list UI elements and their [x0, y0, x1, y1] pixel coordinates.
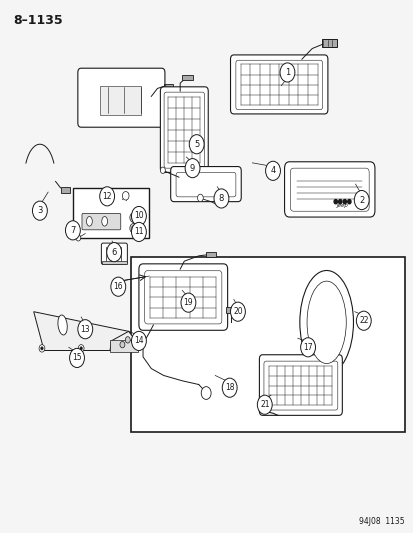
- Text: 12: 12: [102, 192, 112, 201]
- Circle shape: [347, 199, 350, 204]
- Circle shape: [131, 225, 135, 231]
- FancyBboxPatch shape: [263, 361, 337, 410]
- Bar: [321, 39, 337, 47]
- Text: 2: 2: [358, 196, 363, 205]
- Bar: [182, 75, 192, 80]
- Circle shape: [342, 199, 346, 204]
- Text: 18: 18: [224, 383, 234, 392]
- FancyBboxPatch shape: [164, 92, 204, 168]
- FancyBboxPatch shape: [290, 168, 368, 211]
- Bar: [100, 86, 141, 115]
- Text: Jeep: Jeep: [336, 203, 348, 208]
- Circle shape: [230, 302, 245, 321]
- Circle shape: [197, 194, 203, 201]
- FancyBboxPatch shape: [235, 60, 322, 110]
- Circle shape: [131, 222, 146, 241]
- FancyBboxPatch shape: [101, 243, 127, 264]
- Circle shape: [111, 277, 126, 296]
- Bar: [206, 252, 216, 257]
- Bar: [73, 188, 149, 238]
- Circle shape: [180, 293, 195, 312]
- Text: 9: 9: [190, 164, 195, 173]
- Bar: [60, 187, 69, 193]
- Bar: [131, 257, 404, 432]
- Bar: [163, 84, 172, 89]
- FancyBboxPatch shape: [170, 166, 241, 201]
- Text: 10: 10: [134, 212, 143, 221]
- Circle shape: [185, 159, 199, 177]
- Text: 5: 5: [194, 140, 199, 149]
- FancyBboxPatch shape: [230, 55, 327, 114]
- Circle shape: [356, 311, 370, 330]
- Text: 21: 21: [259, 400, 269, 409]
- Circle shape: [130, 213, 137, 222]
- Circle shape: [32, 201, 47, 220]
- Bar: [109, 340, 138, 352]
- FancyBboxPatch shape: [176, 172, 235, 197]
- Circle shape: [125, 337, 130, 343]
- FancyBboxPatch shape: [160, 87, 208, 172]
- FancyBboxPatch shape: [145, 271, 221, 324]
- Circle shape: [222, 378, 237, 397]
- Circle shape: [131, 215, 135, 220]
- Circle shape: [39, 345, 45, 352]
- Circle shape: [333, 199, 337, 204]
- Polygon shape: [33, 312, 137, 351]
- Circle shape: [107, 243, 121, 262]
- Text: 7: 7: [70, 226, 76, 235]
- Circle shape: [201, 386, 211, 399]
- Circle shape: [131, 206, 146, 225]
- Text: 4: 4: [270, 166, 275, 175]
- Circle shape: [354, 190, 368, 209]
- Text: 8: 8: [218, 194, 223, 203]
- Text: 11: 11: [134, 228, 143, 237]
- Circle shape: [120, 342, 125, 348]
- Ellipse shape: [58, 315, 67, 335]
- Text: 19: 19: [183, 298, 193, 307]
- Text: 15: 15: [72, 353, 82, 362]
- Circle shape: [338, 199, 341, 204]
- FancyBboxPatch shape: [78, 68, 164, 127]
- Circle shape: [279, 63, 294, 82]
- Circle shape: [265, 161, 280, 180]
- Circle shape: [160, 167, 165, 173]
- Text: 13: 13: [80, 325, 90, 334]
- Text: 8–1135: 8–1135: [13, 14, 62, 27]
- Circle shape: [65, 221, 80, 240]
- Text: 94J08  1135: 94J08 1135: [358, 517, 404, 526]
- Ellipse shape: [86, 216, 92, 226]
- FancyBboxPatch shape: [139, 264, 227, 330]
- Text: 16: 16: [113, 282, 123, 291]
- Text: 20: 20: [233, 307, 242, 316]
- Circle shape: [122, 191, 129, 200]
- Text: 6: 6: [111, 248, 116, 257]
- Circle shape: [76, 235, 81, 241]
- FancyBboxPatch shape: [284, 162, 374, 217]
- Bar: [225, 308, 235, 313]
- Circle shape: [300, 338, 315, 357]
- Ellipse shape: [102, 216, 107, 226]
- Text: 17: 17: [303, 343, 312, 352]
- Bar: [102, 261, 127, 264]
- Circle shape: [80, 347, 82, 350]
- Circle shape: [131, 332, 146, 351]
- Text: 3: 3: [37, 206, 43, 215]
- Circle shape: [214, 189, 228, 208]
- Circle shape: [78, 345, 84, 352]
- Circle shape: [189, 135, 204, 154]
- Circle shape: [69, 349, 84, 368]
- Circle shape: [78, 320, 93, 339]
- Circle shape: [40, 347, 43, 350]
- FancyBboxPatch shape: [82, 213, 121, 230]
- Ellipse shape: [306, 281, 345, 364]
- Ellipse shape: [299, 270, 353, 374]
- Circle shape: [257, 395, 271, 414]
- Text: 14: 14: [134, 336, 143, 345]
- Circle shape: [100, 187, 114, 206]
- Circle shape: [130, 223, 137, 233]
- Text: 1: 1: [284, 68, 290, 77]
- FancyBboxPatch shape: [259, 355, 342, 415]
- Text: 22: 22: [358, 316, 368, 325]
